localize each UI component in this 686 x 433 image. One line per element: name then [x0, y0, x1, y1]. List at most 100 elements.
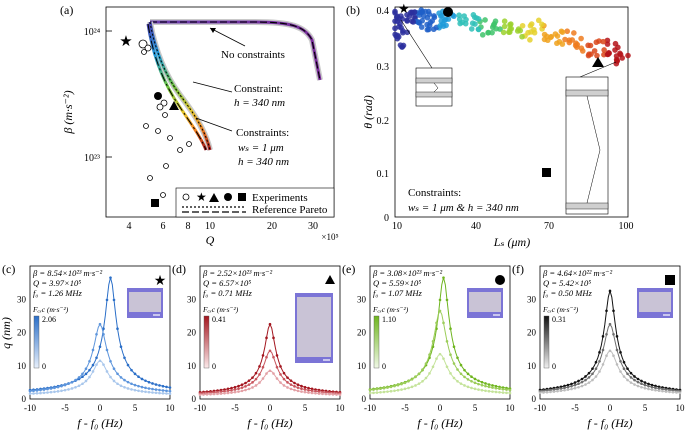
response-point: [643, 381, 647, 384]
response-point: [314, 388, 317, 391]
response-point: [133, 388, 137, 392]
response-point: [81, 372, 84, 376]
response-point: [219, 392, 223, 395]
response-point: [81, 375, 84, 379]
panel-b-ytick-0.1: 0.1: [377, 169, 390, 180]
pareto-design-point: [552, 31, 559, 37]
pareto-design-point: [404, 11, 410, 18]
exp-point: [144, 44, 152, 52]
pareto-design-point: [431, 13, 437, 19]
pareto-design-point: [585, 42, 591, 49]
response-point: [67, 382, 70, 386]
response-point: [310, 391, 314, 395]
f-xtick: -10: [24, 403, 36, 413]
panel-a-label: (a): [60, 3, 73, 17]
response-point: [314, 390, 317, 393]
response-point: [230, 391, 233, 394]
response-point: [303, 388, 307, 391]
response-point: [237, 384, 240, 388]
response-point: [112, 367, 116, 371]
response-point: [247, 383, 251, 386]
marker-circle: [495, 275, 505, 285]
response-point: [158, 391, 161, 395]
response-point: [300, 384, 303, 388]
response-point: [619, 370, 622, 373]
response-point: [379, 387, 382, 391]
response-point: [226, 391, 230, 395]
response-point: [244, 385, 247, 388]
response-point: [70, 380, 74, 384]
thumbnail-leader: [579, 61, 617, 78]
response-point: [654, 384, 657, 388]
response-point: [226, 389, 230, 393]
legend-experiments: Experiments: [252, 192, 308, 204]
annotation-constraints2-h: h = 340 nm: [238, 156, 289, 168]
q-ytick: 30: [187, 294, 197, 304]
q-ytick: 0: [192, 394, 197, 404]
response-point: [133, 372, 137, 376]
response-point: [570, 384, 573, 388]
response-point: [317, 390, 321, 394]
response-point: [144, 390, 147, 394]
response-point: [417, 372, 421, 376]
response-point: [293, 388, 296, 392]
response-point: [410, 385, 414, 389]
f-xlabel: f - f₀ (Hz): [587, 416, 632, 430]
response-point: [438, 298, 442, 302]
panel-b-xlabel: Lₛ (μm): [493, 235, 530, 249]
panel-a-ylabel: β (m·s⁻²): [61, 90, 75, 134]
pareto-design-point: [456, 16, 463, 23]
response-point: [230, 386, 233, 390]
response-point: [254, 384, 258, 387]
f-xtick: -10: [194, 403, 206, 413]
response-point: [491, 390, 494, 393]
pareto-design-point: [411, 9, 418, 16]
response-point: [626, 367, 629, 370]
response-point: [410, 378, 414, 381]
response-point: [494, 386, 498, 390]
response-point: [403, 381, 407, 385]
response-point: [230, 388, 233, 392]
response-point: [470, 386, 473, 390]
response-point: [53, 390, 56, 394]
pareto-design-point: [528, 21, 535, 27]
response-point: [254, 371, 258, 375]
response-point: [657, 389, 661, 393]
annotation-arrowhead: [210, 28, 216, 33]
panel-b-ytick-0: 0: [384, 213, 389, 224]
response-point: [442, 276, 445, 279]
response-point: [598, 351, 601, 354]
design-thumbnail-short: [400, 19, 453, 107]
pareto-design-point: [612, 47, 618, 53]
pareto-design-point: [475, 16, 482, 22]
legend-reference: Reference Pareto: [252, 204, 328, 216]
response-point: [42, 391, 46, 395]
response-point: [289, 379, 293, 383]
response-point: [279, 373, 282, 376]
response-point: [379, 390, 382, 394]
response-point: [473, 377, 477, 381]
response-point: [105, 348, 109, 352]
response-point: [463, 375, 466, 379]
pareto-design-point: [398, 13, 404, 19]
response-point: [123, 385, 126, 389]
q-ytick: 20: [187, 328, 197, 338]
response-point: [67, 388, 70, 391]
response-point: [91, 370, 95, 373]
legend-marker-star: ★: [196, 190, 207, 204]
response-point: [109, 375, 112, 379]
response-point: [251, 386, 254, 389]
response-point: [650, 385, 654, 389]
response-point: [594, 360, 598, 364]
response-point: [556, 387, 559, 391]
response-point: [671, 390, 675, 394]
thumbnail-pad: [415, 91, 453, 98]
pareto-design-point: [519, 22, 526, 29]
response-point: [608, 322, 612, 326]
response-point: [147, 390, 151, 394]
response-point: [643, 383, 647, 387]
response-point: [463, 368, 466, 372]
thumbnail-leader: [400, 19, 433, 69]
response-point: [32, 389, 35, 393]
response-point: [60, 389, 63, 393]
